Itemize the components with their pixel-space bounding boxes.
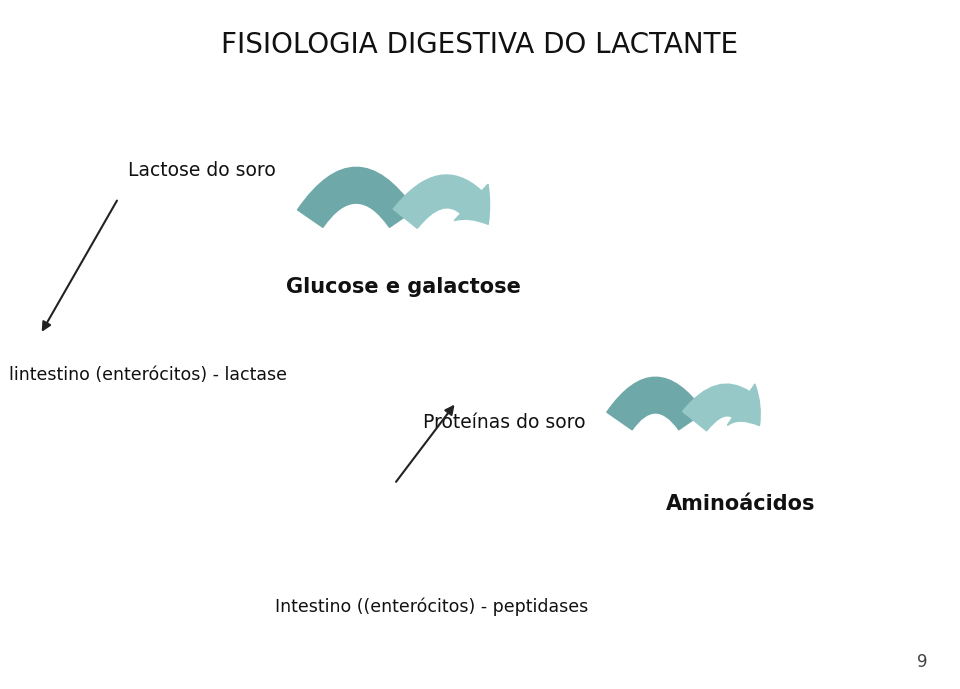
FancyArrowPatch shape <box>298 167 415 227</box>
FancyArrowPatch shape <box>394 175 490 228</box>
FancyArrowPatch shape <box>683 384 760 431</box>
Text: Lactose do soro: Lactose do soro <box>128 161 276 181</box>
Text: Aminoácidos: Aminoácidos <box>665 495 815 515</box>
Text: Intestino ((enterócitos) - peptidases: Intestino ((enterócitos) - peptidases <box>276 597 588 616</box>
Text: FISIOLOGIA DIGESTIVA DO LACTANTE: FISIOLOGIA DIGESTIVA DO LACTANTE <box>222 32 738 59</box>
Text: 9: 9 <box>917 653 927 671</box>
Text: Proteínas do soro: Proteínas do soro <box>423 413 586 432</box>
Text: lintestino (enterócitos) - lactase: lintestino (enterócitos) - lactase <box>9 366 287 384</box>
Text: Glucose e galactose: Glucose e galactose <box>286 277 521 297</box>
FancyArrowPatch shape <box>607 378 704 430</box>
